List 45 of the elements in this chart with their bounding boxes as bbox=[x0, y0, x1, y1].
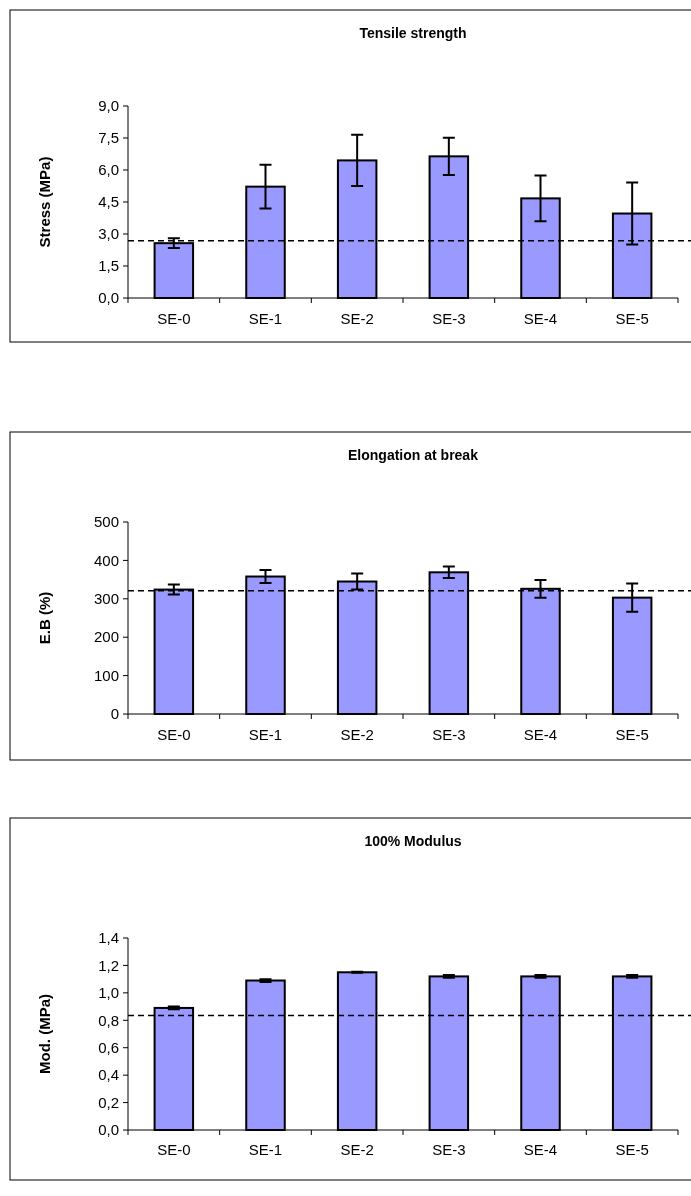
x-tick-label: SE-1 bbox=[248, 726, 283, 743]
chart-title: 100% Modulus bbox=[364, 833, 462, 849]
y-tick-label: 1,5 bbox=[98, 257, 119, 275]
y-tick-label: 500 bbox=[93, 513, 119, 531]
x-tick-label: SE-0 bbox=[157, 310, 191, 327]
x-tick-label: SE-0 bbox=[157, 726, 191, 743]
chart-title: Elongation at break bbox=[348, 447, 479, 463]
x-tick-label: SE-3 bbox=[432, 1141, 466, 1158]
x-tick-label: SE-4 bbox=[523, 726, 558, 743]
y-tick-label: 6,0 bbox=[98, 161, 119, 179]
y-tick-label: 200 bbox=[93, 628, 119, 646]
x-tick-label: SE-2 bbox=[340, 310, 374, 327]
x-tick-label: SE-3 bbox=[432, 310, 466, 327]
x-tick-label: SE-5 bbox=[615, 310, 649, 327]
x-tick-label: SE-0 bbox=[157, 1141, 191, 1158]
y-axis-title: E.B (%) bbox=[36, 591, 53, 645]
x-tick-label: SE-5 bbox=[615, 1141, 649, 1158]
y-tick-label: 9,0 bbox=[98, 97, 119, 115]
y-tick-label: 0,2 bbox=[98, 1093, 119, 1111]
x-tick-label: SE-4 bbox=[523, 1141, 558, 1158]
x-tick-label: SE-2 bbox=[340, 1141, 374, 1158]
y-tick-label: 1,0 bbox=[98, 984, 119, 1002]
x-tick-label: SE-3 bbox=[432, 726, 466, 743]
y-tick-label: 0,8 bbox=[98, 1011, 119, 1029]
y-tick-label: 0 bbox=[110, 705, 119, 723]
chart-title: Tensile strength bbox=[359, 25, 467, 41]
x-tick-label: SE-1 bbox=[248, 310, 283, 327]
y-tick-label: 300 bbox=[93, 590, 119, 608]
x-tick-label: SE-2 bbox=[340, 726, 374, 743]
y-tick-label: 1,2 bbox=[98, 956, 119, 974]
x-tick-label: SE-5 bbox=[615, 726, 649, 743]
y-tick-label: 1,4 bbox=[98, 929, 119, 947]
x-tick-label: SE-1 bbox=[248, 1141, 283, 1158]
y-tick-label: 100 bbox=[93, 666, 119, 684]
y-tick-label: 7,5 bbox=[98, 129, 119, 147]
y-tick-label: 4,5 bbox=[98, 193, 119, 211]
y-tick-label: 400 bbox=[93, 551, 119, 569]
y-tick-label: 3,0 bbox=[98, 225, 119, 243]
y-tick-label: 0,6 bbox=[98, 1038, 119, 1056]
y-axis-title: Mod. (MPa) bbox=[36, 994, 53, 1074]
x-tick-label: SE-4 bbox=[523, 310, 558, 327]
y-tick-label: 0,0 bbox=[98, 1121, 119, 1139]
y-tick-label: 0,0 bbox=[98, 289, 119, 307]
y-tick-label: 0,4 bbox=[98, 1066, 119, 1084]
y-axis-title: Stress (MPa) bbox=[36, 156, 53, 248]
